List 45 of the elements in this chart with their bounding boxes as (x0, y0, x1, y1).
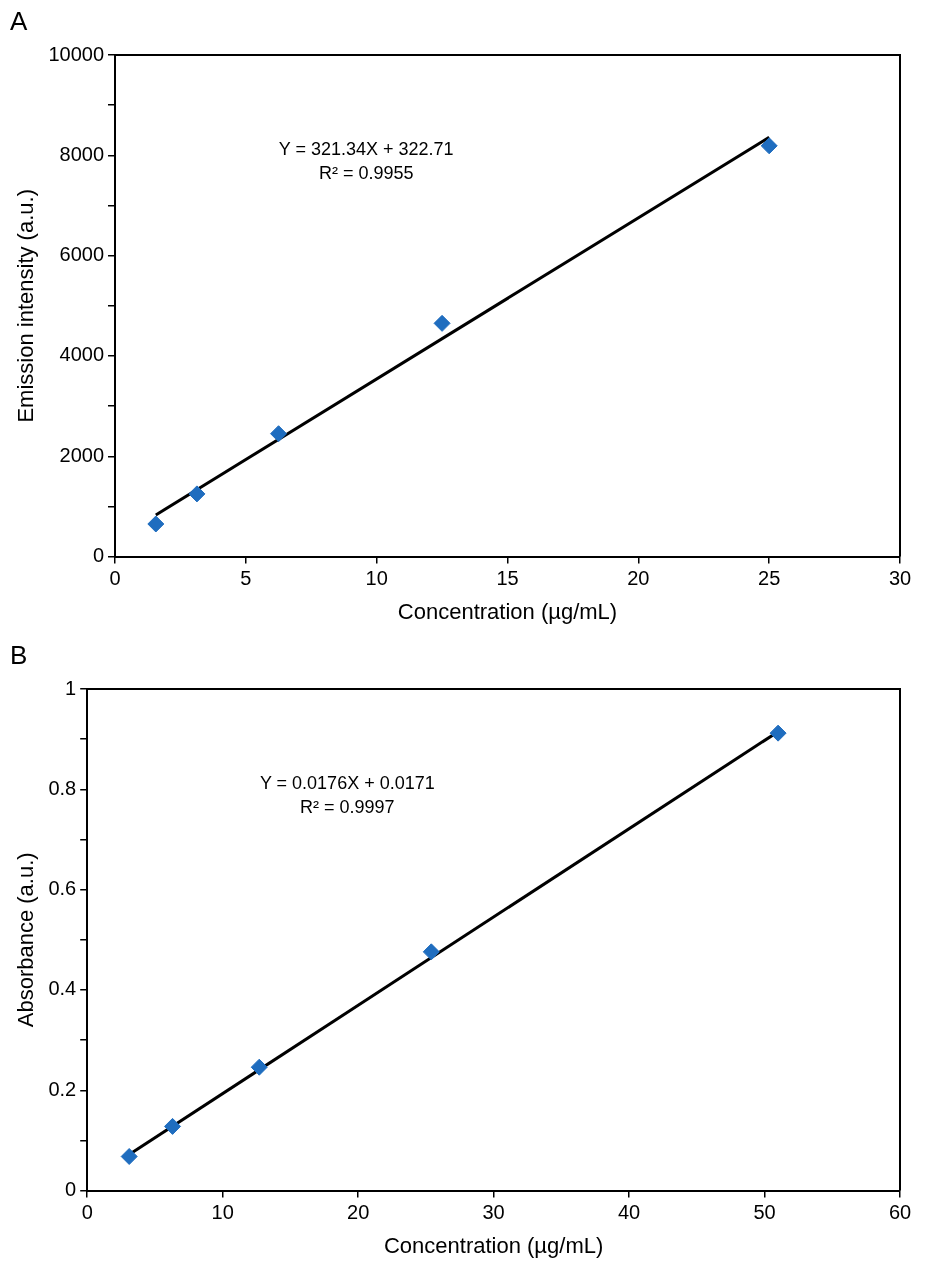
x-tick-label: 30 (888, 567, 912, 590)
point (270, 425, 288, 443)
point (250, 1058, 268, 1076)
annotation: R² = 0.9955 (318, 163, 414, 184)
y-axis-title: Absorbance (a.u.) (13, 852, 39, 1028)
x-tick-label: 20 (627, 567, 650, 590)
x-tick-label: 25 (758, 567, 781, 590)
y-tick-label: 4000 (59, 343, 105, 366)
x-tick-label: 5 (240, 567, 252, 590)
x-tick-label: 20 (347, 1201, 370, 1224)
y-tick-label: 2000 (59, 443, 105, 466)
point (164, 1117, 182, 1135)
point (433, 314, 451, 332)
y-axis-title: Emission intensity (a.u.) (13, 189, 39, 423)
x-tick-label: 10 (211, 1201, 234, 1224)
y-tick-label: 0.6 (48, 877, 77, 900)
y-tick-label: 0.2 (48, 1077, 77, 1100)
annotation: Y = 321.34X + 322.71 (278, 139, 454, 160)
y-tick-label: 0.8 (48, 776, 77, 799)
point (120, 1147, 138, 1165)
chart-title: A (10, 6, 28, 37)
x-tick-label: 60 (888, 1201, 912, 1224)
x-tick-label: 10 (365, 567, 388, 590)
x-axis-title: Concentration (µg/mL) (397, 598, 618, 624)
x-tick-label: 40 (617, 1201, 641, 1224)
y-tick-label: 6000 (59, 243, 105, 266)
x-tick-label: 30 (482, 1201, 505, 1224)
y-tick-label: 0.4 (48, 977, 77, 1000)
y-tick-label: 10000 (48, 42, 105, 65)
x-tick-label: 15 (496, 567, 519, 590)
point (769, 724, 787, 742)
y-tick-label: 0 (65, 1178, 77, 1201)
annotation: Y = 0.0176X + 0.0171 (259, 773, 435, 794)
x-axis-title: Concentration (µg/mL) (383, 1232, 604, 1258)
x-tick-label: 0 (109, 567, 121, 590)
annotation: R² = 0.9997 (300, 797, 395, 818)
y-tick-label: 0 (92, 544, 105, 567)
point (760, 137, 778, 155)
point (147, 515, 165, 533)
chart-title: B (10, 640, 28, 671)
point (422, 943, 440, 961)
y-tick-label: 1 (65, 676, 77, 699)
x-tick-label: 50 (753, 1201, 776, 1224)
y-tick-label: 8000 (59, 142, 105, 165)
point (188, 485, 206, 503)
